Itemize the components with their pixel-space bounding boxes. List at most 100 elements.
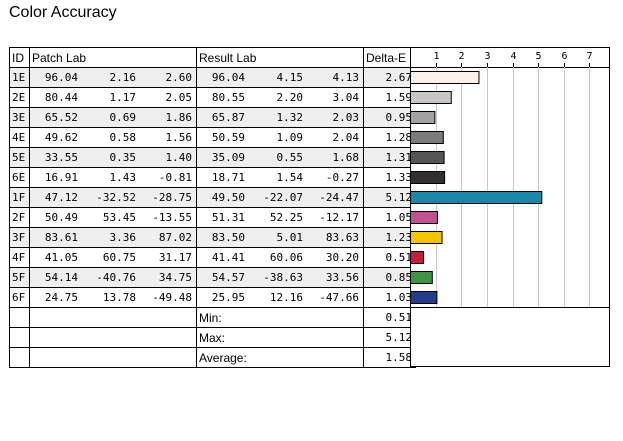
header-result-lab: Result Lab bbox=[196, 47, 364, 68]
tick-label: 2 bbox=[458, 51, 464, 62]
patch-lab-cell: 49.62 0.58 1.56 bbox=[29, 127, 197, 148]
patch-lab-value: 31.17 bbox=[158, 251, 192, 264]
table-row: 6E 16.91 1.43 -0.81 18.71 1.54 -0.27 1.33 bbox=[9, 167, 416, 188]
result-lab-value: 30.20 bbox=[325, 251, 359, 264]
patch-lab-value: 87.02 bbox=[158, 231, 192, 244]
delta-e-value: 0.51 bbox=[363, 247, 416, 268]
summary-value: 0.51 bbox=[363, 307, 416, 328]
result-lab-value: 12.16 bbox=[269, 291, 303, 304]
result-lab-value: 0.55 bbox=[276, 151, 304, 164]
tick-label: 4 bbox=[510, 51, 516, 62]
result-lab-value: 65.87 bbox=[211, 111, 245, 124]
bar-2F bbox=[410, 211, 438, 224]
patch-lab-value: -49.48 bbox=[152, 291, 192, 304]
result-lab-cell: 51.31 52.25 -12.17 bbox=[196, 207, 364, 228]
delta-e-value: 1.28 bbox=[363, 127, 416, 148]
patch-lab-value: 24.75 bbox=[44, 291, 78, 304]
summary-empty bbox=[9, 347, 30, 368]
result-lab-value: 33.56 bbox=[325, 271, 359, 284]
result-lab-value: 51.31 bbox=[211, 211, 245, 224]
result-lab-value: -12.17 bbox=[319, 211, 359, 224]
tick-label: 1 bbox=[433, 51, 439, 62]
summary-value: 5.12 bbox=[363, 327, 416, 348]
result-lab-value: 50.59 bbox=[211, 131, 245, 144]
row-id: 3F bbox=[9, 227, 30, 248]
row-id: 4E bbox=[9, 127, 30, 148]
patch-lab-value: 1.40 bbox=[165, 151, 193, 164]
patch-lab-value: 41.05 bbox=[44, 251, 78, 264]
result-lab-value: 41.41 bbox=[211, 251, 245, 264]
result-lab-value: 83.50 bbox=[211, 231, 245, 244]
result-lab-value: 4.13 bbox=[332, 71, 360, 84]
table-row: 4E 49.62 0.58 1.56 50.59 1.09 2.04 1.28 bbox=[9, 127, 416, 148]
delta-e-value: 1.31 bbox=[363, 147, 416, 168]
tick-label: 7 bbox=[586, 51, 592, 62]
result-lab-value: 49.50 bbox=[211, 191, 245, 204]
table-row: 2F 50.49 53.45 -13.55 51.31 52.25 -12.17 1.05 bbox=[9, 207, 416, 228]
patch-lab-value: 96.04 bbox=[44, 71, 78, 84]
row-id: 3E bbox=[9, 107, 30, 128]
result-lab-value: 3.04 bbox=[332, 91, 360, 104]
delta-e-value: 1.33 bbox=[363, 167, 416, 188]
patch-lab-value: -40.76 bbox=[96, 271, 136, 284]
summary-label: Min: bbox=[196, 307, 364, 328]
patch-lab-value: 50.49 bbox=[44, 211, 78, 224]
patch-lab-value: 34.75 bbox=[158, 271, 192, 284]
result-lab-cell: 49.50 -22.07 -24.47 bbox=[196, 187, 364, 208]
result-lab-cell: 54.57 -38.63 33.56 bbox=[196, 267, 364, 288]
delta-e-bar-chart: 1 2 3 4 5 6 7 bbox=[410, 47, 610, 367]
patch-lab-value: -13.55 bbox=[152, 211, 192, 224]
result-lab-value: 1.54 bbox=[276, 171, 304, 184]
delta-e-value: 1.23 bbox=[363, 227, 416, 248]
patch-lab-cell: 47.12 -32.52 -28.75 bbox=[29, 187, 197, 208]
patch-lab-value: 49.62 bbox=[44, 131, 78, 144]
tick-label: 6 bbox=[561, 51, 567, 62]
header-id: ID bbox=[9, 47, 30, 68]
result-lab-value: 54.57 bbox=[211, 271, 245, 284]
patch-lab-value: 1.43 bbox=[109, 171, 137, 184]
summary-empty bbox=[9, 307, 30, 328]
patch-lab-cell: 16.91 1.43 -0.81 bbox=[29, 167, 197, 188]
delta-e-value: 5.12 bbox=[363, 187, 416, 208]
patch-lab-value: 54.14 bbox=[44, 271, 78, 284]
result-lab-value: -0.27 bbox=[325, 171, 359, 184]
patch-lab-cell: 80.44 1.17 2.05 bbox=[29, 87, 197, 108]
result-lab-value: 1.32 bbox=[276, 111, 304, 124]
delta-e-value: 1.59 bbox=[363, 87, 416, 108]
patch-lab-value: -0.81 bbox=[158, 171, 192, 184]
patch-lab-value: -28.75 bbox=[152, 191, 192, 204]
row-id: 1E bbox=[9, 67, 30, 88]
result-lab-value: 18.71 bbox=[211, 171, 245, 184]
row-id: 1F bbox=[9, 187, 30, 208]
delta-e-value: 0.95 bbox=[363, 107, 416, 128]
patch-lab-value: 60.75 bbox=[102, 251, 136, 264]
summary-label: Max: bbox=[196, 327, 364, 348]
result-lab-value: 80.55 bbox=[211, 91, 245, 104]
result-lab-value: 5.01 bbox=[276, 231, 304, 244]
bar-4F bbox=[410, 251, 425, 264]
patch-lab-cell: 96.04 2.16 2.60 bbox=[29, 67, 197, 88]
result-lab-value: 52.25 bbox=[269, 211, 303, 224]
header-row: ID Patch Lab Result Lab Delta-E bbox=[9, 47, 416, 68]
delta-e-value: 1.03 bbox=[363, 287, 416, 308]
summary-row: Max: 5.12 bbox=[9, 327, 416, 348]
patch-lab-cell: 50.49 53.45 -13.55 bbox=[29, 207, 197, 228]
result-lab-cell: 80.55 2.20 3.04 bbox=[196, 87, 364, 108]
table-row: 2E 80.44 1.17 2.05 80.55 2.20 3.04 1.59 bbox=[9, 87, 416, 108]
patch-lab-value: 47.12 bbox=[44, 191, 78, 204]
table-row: 6F 24.75 13.78 -49.48 25.95 12.16 -47.66 1.03 bbox=[9, 287, 416, 308]
patch-lab-value: 0.58 bbox=[109, 131, 137, 144]
table-row: 5F 54.14 -40.76 34.75 54.57 -38.63 33.56 0.85 bbox=[9, 267, 416, 288]
delta-e-value: 1.05 bbox=[363, 207, 416, 228]
result-lab-cell: 83.50 5.01 83.63 bbox=[196, 227, 364, 248]
patch-lab-value: 2.16 bbox=[109, 71, 137, 84]
patch-lab-value: 3.36 bbox=[109, 231, 137, 244]
result-lab-cell: 41.41 60.06 30.20 bbox=[196, 247, 364, 268]
patch-lab-value: 80.44 bbox=[44, 91, 78, 104]
patch-lab-value: 65.52 bbox=[44, 111, 78, 124]
result-lab-value: 2.04 bbox=[332, 131, 360, 144]
summary-empty bbox=[29, 327, 197, 348]
patch-lab-value: 2.05 bbox=[165, 91, 193, 104]
patch-lab-value: 0.69 bbox=[109, 111, 137, 124]
patch-lab-cell: 24.75 13.78 -49.48 bbox=[29, 287, 197, 308]
